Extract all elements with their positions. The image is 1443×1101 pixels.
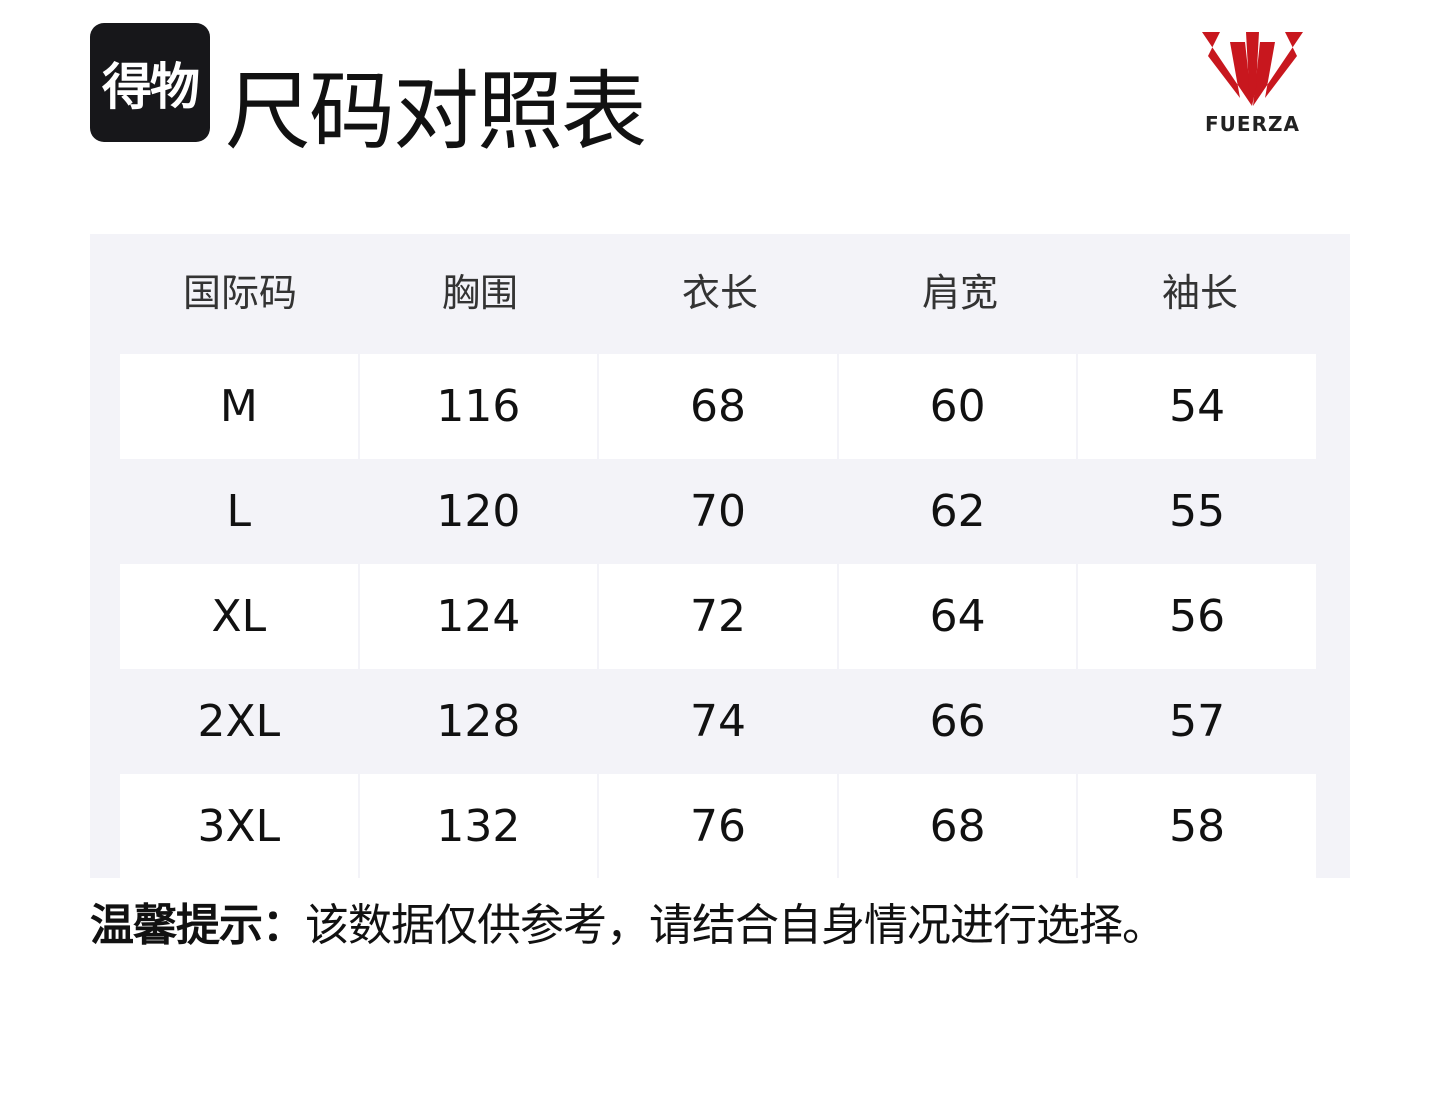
table-cell: L xyxy=(226,486,252,537)
table-cell: 120 xyxy=(436,486,521,537)
table-cell: 64 xyxy=(838,564,1077,669)
table-cell: 2XL xyxy=(197,696,281,747)
fuerza-logo: FUERZA xyxy=(1190,28,1315,138)
tip-label: 温馨提示： xyxy=(90,900,306,951)
table-cell: 56 xyxy=(1078,564,1316,669)
table-cell: 68 xyxy=(599,354,837,459)
header-size: 国际码 xyxy=(182,271,297,315)
tip: 温馨提示：该数据仅供参考，请结合自身情况进行选择。 xyxy=(90,898,1166,954)
header-shoulder: 肩宽 xyxy=(921,271,998,315)
table-cell: 128 xyxy=(436,696,521,747)
table-row: XL 124 72 64 56 xyxy=(120,564,1318,669)
header-chest: 胸围 xyxy=(441,271,518,315)
table-cell: 66 xyxy=(929,696,986,747)
table-cell: 72 xyxy=(599,564,837,669)
table-cell: XL xyxy=(120,564,358,669)
table-cell: 58 xyxy=(1078,774,1316,879)
table-cell: 132 xyxy=(359,774,598,879)
table-cell: 124 xyxy=(359,564,598,669)
header-sleeve: 袖长 xyxy=(1161,271,1238,315)
dewu-logo: 得物 xyxy=(90,23,210,142)
table-cell: M xyxy=(120,354,358,459)
size-table: 国际码 胸围 衣长 肩宽 袖长 M 116 68 60 54 L 120 70 62 55 XL 12… xyxy=(90,234,1350,879)
table-row: M 116 68 60 54 xyxy=(120,354,1318,459)
table-cell: 55 xyxy=(1169,486,1226,537)
table-cell: 3XL xyxy=(120,774,358,879)
table-row: 3XL 132 76 68 58 xyxy=(120,774,1318,879)
table-row: L 120 70 62 55 xyxy=(120,459,1318,564)
table-cell: 54 xyxy=(1078,354,1316,459)
table-header: 国际码 胸围 衣长 肩宽 袖长 xyxy=(120,234,1320,352)
table-cell: 74 xyxy=(689,696,746,747)
table-cell: 60 xyxy=(838,354,1077,459)
tip-text: 该数据仅供参考，请结合自身情况进行选择。 xyxy=(305,900,1166,951)
fuerza-emblem-icon xyxy=(1202,32,1303,106)
table-cell: 68 xyxy=(838,774,1077,879)
table-cell: 57 xyxy=(1169,696,1226,747)
table-cell: 62 xyxy=(929,486,986,537)
table-cell: 76 xyxy=(599,774,837,879)
table-row: 2XL 128 74 66 57 xyxy=(120,669,1318,774)
page-title: 尺码对照表 xyxy=(225,62,647,162)
table-cell: 116 xyxy=(359,354,598,459)
table-cell: 70 xyxy=(689,486,746,537)
brand-name: FUERZA xyxy=(1205,112,1300,136)
header-length: 衣长 xyxy=(681,271,758,315)
